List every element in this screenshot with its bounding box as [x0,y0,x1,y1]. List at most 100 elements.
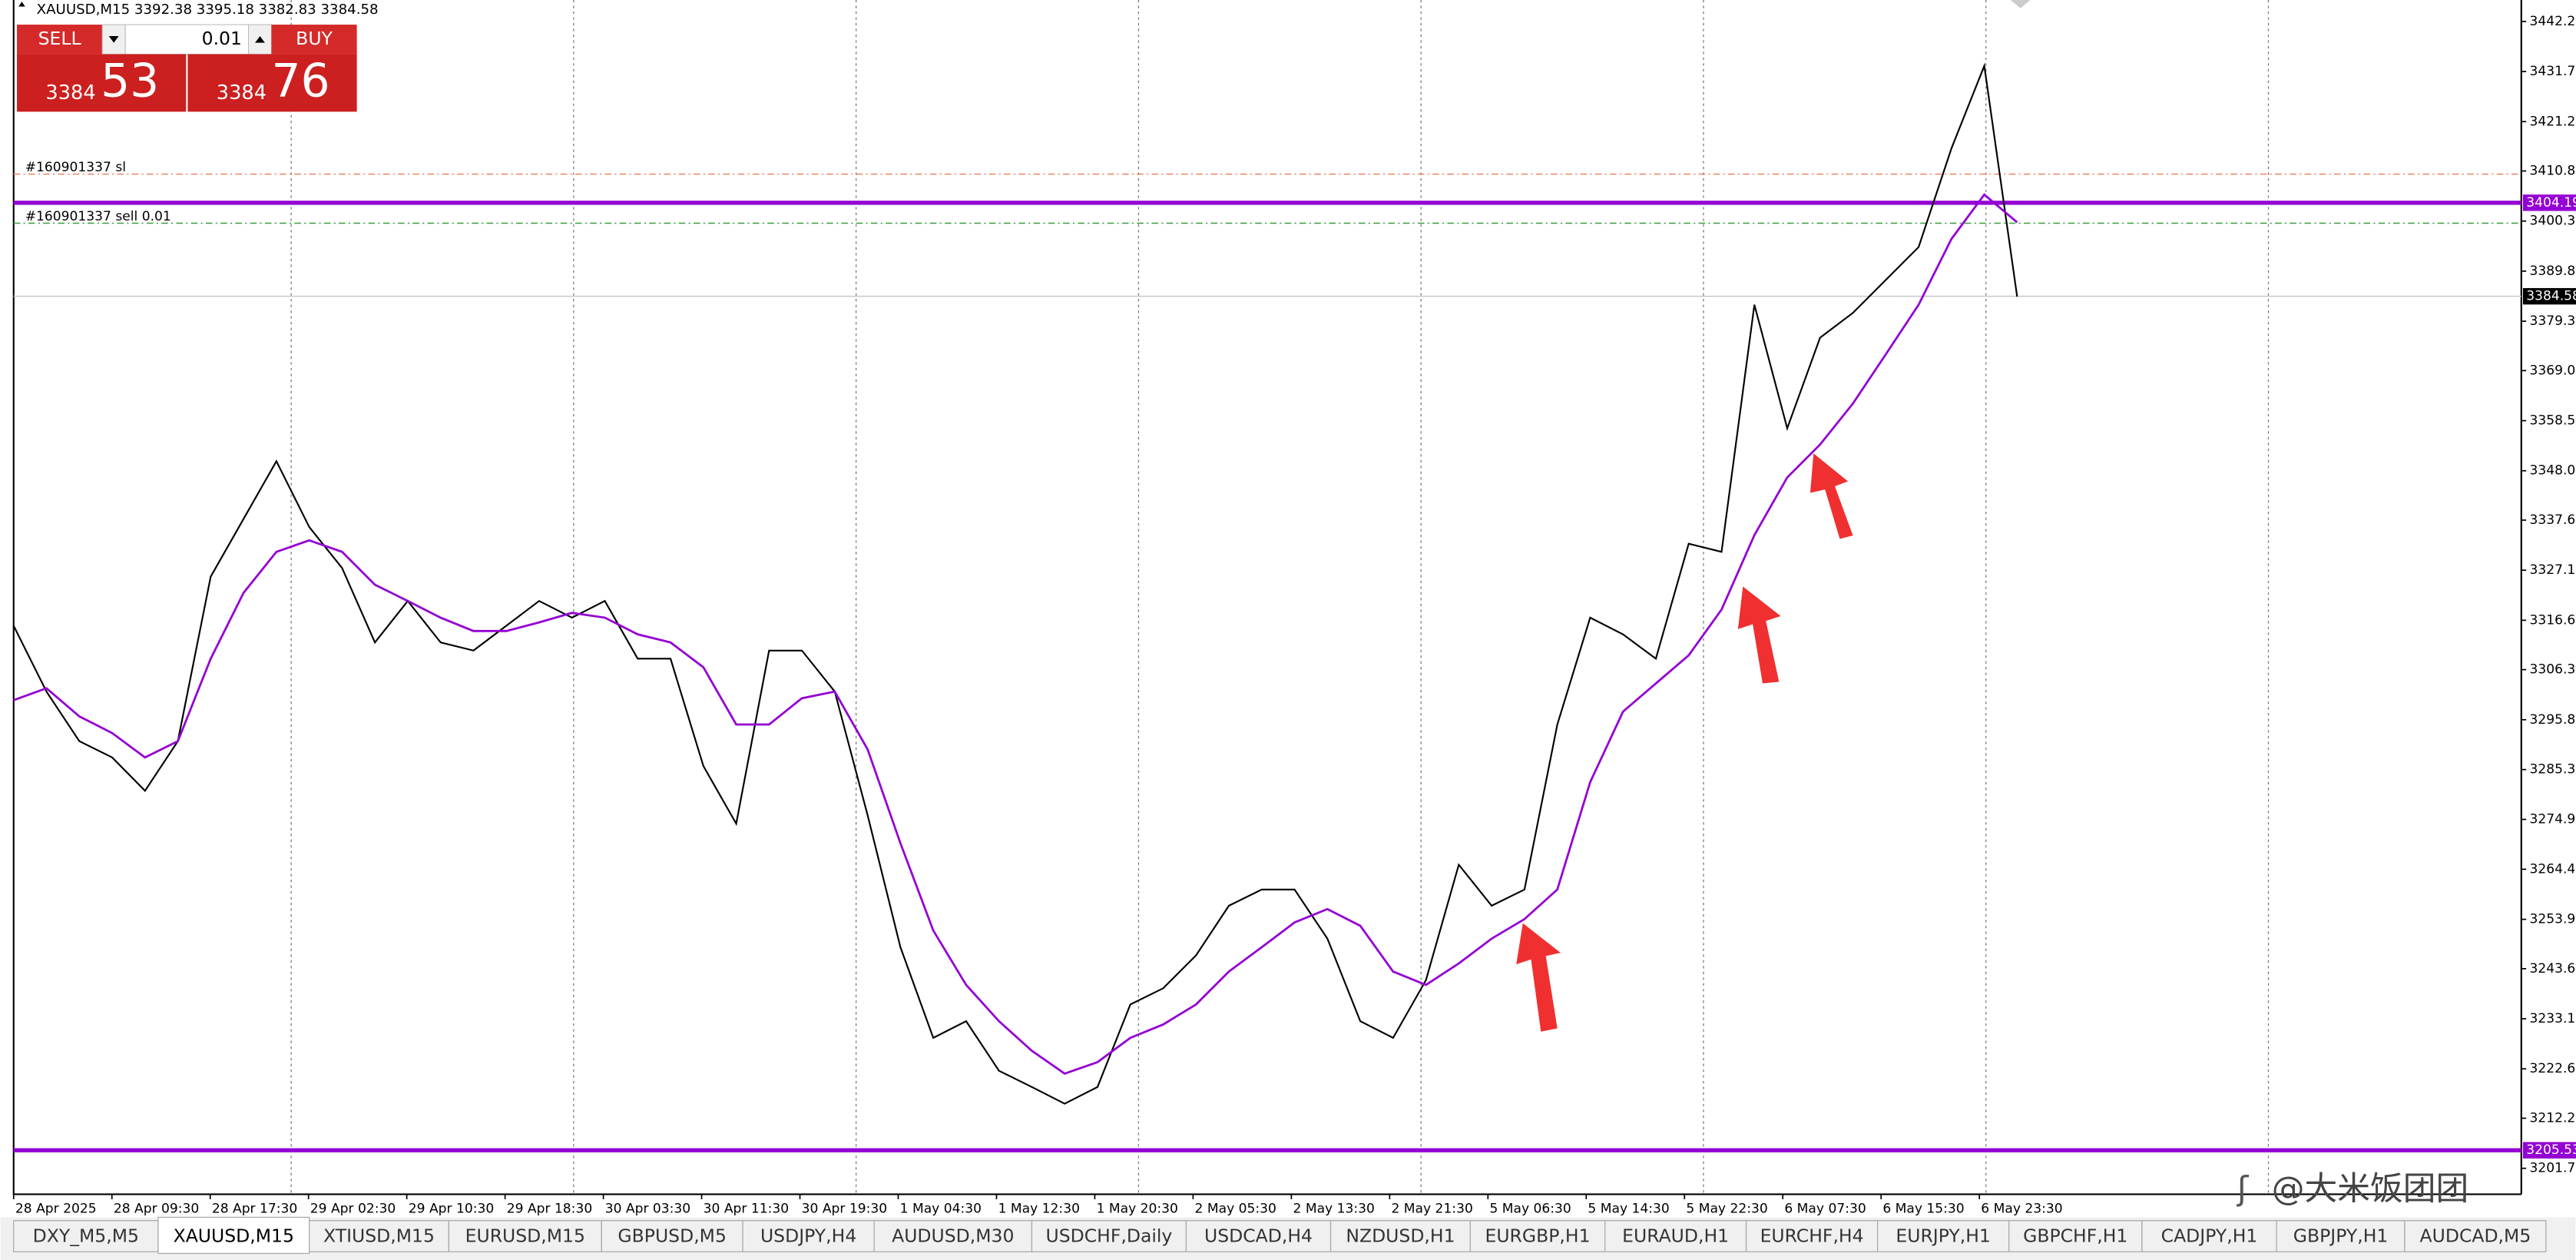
level-label: 3205.53 [2526,1142,2576,1158]
tab-label[interactable]: USDJPY,H4 [760,1225,856,1247]
lot-value[interactable]: 0.01 [202,28,242,49]
x-tick-label: 29 Apr 18:30 [507,1202,592,1217]
trade-panel: SELL 0.01 BUY 3384 53 3384 76 [17,24,357,112]
tab-label[interactable]: AUDCAD,M5 [2420,1225,2531,1247]
y-tick-label: 3201.75 [2529,1161,2576,1176]
tab-label[interactable]: GBPJPY,H1 [2293,1225,2389,1247]
y-tick-label: 3212.25 [2529,1110,2576,1126]
x-tick-label: 5 May 22:30 [1686,1202,1767,1217]
tab-label[interactable]: GBPUSD,M5 [618,1225,727,1247]
tab[interactable] [2008,1220,2143,1252]
tab[interactable] [601,1220,743,1252]
tab-label[interactable]: EURJPY,H1 [1896,1225,1991,1247]
y-tick-label: 3274.90 [2529,812,2576,827]
y-tick-label: 3253.95 [2529,912,2576,927]
tab[interactable] [742,1220,875,1252]
x-tick-label: 2 May 05:30 [1195,1202,1276,1217]
tab-label[interactable]: NZDUSD,H1 [1346,1225,1455,1247]
tab[interactable] [448,1220,602,1252]
tab[interactable] [1604,1220,1747,1252]
y-tick-label: 3233.10 [2529,1011,2576,1026]
x-tick-label: 30 Apr 11:30 [704,1202,789,1217]
y-tick-label: 3306.30 [2529,662,2576,678]
tab[interactable] [1876,1220,2010,1252]
tab[interactable] [1185,1220,1332,1252]
y-tick-label: 3327.15 [2529,562,2576,578]
tab-label[interactable]: USDCAD,H4 [1204,1225,1313,1247]
sell-label[interactable]: SELL [38,28,81,49]
tab-label[interactable]: EURGBP,H1 [1485,1225,1590,1247]
symbol-info: XAUUSD,M15 3392.38 3395.18 3382.83 3384.… [37,2,379,18]
y-tick-label: 3410.85 [2529,164,2576,179]
y-tick-label: 3337.65 [2529,512,2576,528]
tab-label[interactable]: EURAUD,H1 [1622,1225,1729,1247]
x-tick-label: 1 May 04:30 [900,1202,982,1217]
x-tick-label: 30 Apr 19:30 [802,1202,887,1217]
x-tick-label: 30 Apr 03:30 [605,1202,690,1217]
y-tick-label: 3421.20 [2529,114,2576,129]
x-tick-label: 29 Apr 10:30 [409,1202,494,1217]
tab-label[interactable]: XTIUSD,M15 [323,1225,435,1247]
collapse-icon [18,2,25,7]
y-tick-label: 3348.00 [2529,463,2576,479]
x-tick-label: 28 Apr 2025 [15,1202,97,1217]
y-tick-label: 3400.35 [2529,214,2576,229]
tab[interactable] [1469,1220,1606,1252]
x-tick-label: 1 May 12:30 [998,1202,1080,1217]
level-label: 3404.19 [2526,195,2576,211]
buy-label[interactable]: BUY [296,28,333,49]
tab[interactable] [1329,1220,1471,1252]
tab-label[interactable]: CADJPY,H1 [2161,1225,2258,1247]
level-label-box [2522,1142,2576,1159]
buy-price-box[interactable] [187,54,357,112]
y-tick-label: 3222.60 [2529,1061,2576,1076]
x-tick-label: 5 May 06:30 [1489,1202,1571,1217]
lot-down-arrow [108,36,119,43]
y-tick-label: 3316.65 [2529,612,2576,628]
y-tick-label: 3369.00 [2529,363,2576,378]
tab[interactable] [2276,1220,2405,1252]
price-line [12,62,2018,1105]
sell-price-small: 3384 [45,81,95,104]
sell-price-box[interactable] [17,54,187,112]
tab[interactable] [873,1220,1033,1252]
x-tick-label: 6 May 23:30 [1981,1202,2062,1217]
buy-price-big: 76 [271,55,329,108]
tab-label[interactable]: EURUSD,M15 [465,1225,585,1247]
tab-label[interactable]: DXY_M5,M5 [33,1225,139,1247]
tab-label[interactable]: USDCHF,Daily [1046,1225,1173,1247]
x-tick-label: 28 Apr 09:30 [114,1202,199,1217]
level-label-box [2522,194,2576,211]
buy-button[interactable] [271,25,357,55]
tab[interactable] [308,1220,450,1252]
level-label-box [2522,287,2576,305]
level-label: 3384.58 [2526,289,2576,304]
tab-label[interactable]: GBPCHF,H1 [2023,1225,2127,1247]
tab-label[interactable]: AUDUSD,M30 [892,1225,1014,1247]
y-tick-label: 3389.85 [2529,264,2576,279]
y-tick-label: 3431.70 [2529,64,2576,79]
sell-price-big: 53 [101,55,159,108]
tab[interactable] [2141,1220,2277,1252]
order-label: #160901337 sl [25,160,126,175]
sell-button[interactable] [17,25,103,55]
tab[interactable] [13,1220,159,1252]
day-separators [290,0,2270,1195]
tab[interactable] [2404,1220,2547,1252]
lot-up-arrow [255,36,265,43]
buy-price-small: 3384 [217,81,267,104]
tab-label[interactable]: EURCHF,H4 [1760,1225,1864,1247]
x-tick-label: 6 May 07:30 [1784,1202,1866,1217]
x-tick-label: 2 May 21:30 [1391,1202,1472,1217]
x-tick-label: 28 Apr 17:30 [212,1202,297,1217]
tab-label[interactable]: XAUUSD,M15 [174,1225,294,1247]
tab[interactable] [157,1216,310,1255]
y-tick-label: 3295.80 [2529,712,2576,728]
x-tick-label: 2 May 13:30 [1293,1202,1375,1217]
moving-average [13,193,2018,1075]
shift-marker [2010,0,2031,8]
lot-down[interactable] [101,24,126,55]
